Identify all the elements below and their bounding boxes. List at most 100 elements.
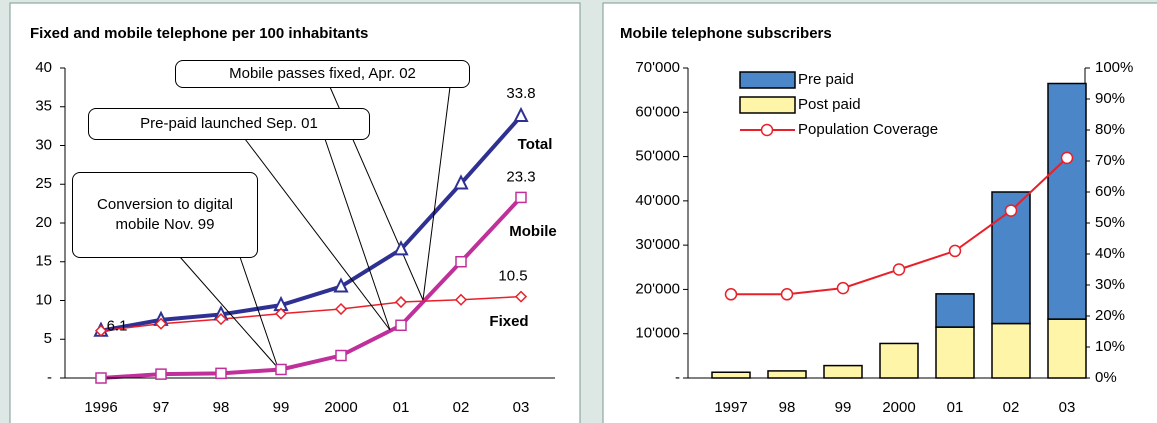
bar xyxy=(1047,318,1087,379)
x-tick-label: 03 xyxy=(1059,399,1076,416)
series-line xyxy=(100,196,523,380)
legend-label: Population Coverage xyxy=(798,121,938,138)
y2-tick-label: 40% xyxy=(1095,245,1125,262)
marker xyxy=(1060,151,1074,165)
y2-tick-label: 80% xyxy=(1095,121,1125,138)
y2-tick-label: 10% xyxy=(1095,338,1125,355)
x-tick-label: 02 xyxy=(1003,399,1020,416)
marker xyxy=(780,288,794,301)
y-tick-label: 5 xyxy=(44,330,52,347)
y2-tick-label: 30% xyxy=(1095,276,1125,293)
marker xyxy=(724,288,738,301)
pointer xyxy=(422,86,451,301)
y-tick-label: 60'000 xyxy=(635,103,680,120)
marker xyxy=(453,174,469,190)
y-tick-label: 30 xyxy=(35,136,52,153)
data-label: 33.8 xyxy=(506,85,535,102)
bar xyxy=(991,322,1031,379)
marker xyxy=(154,317,168,330)
x-tick-label: 99 xyxy=(835,399,852,416)
pointer xyxy=(324,138,391,331)
marker xyxy=(455,256,467,268)
y2-tick-label: 0% xyxy=(1095,369,1117,386)
y-tick-label: 20 xyxy=(35,214,52,231)
x-tick-label: 99 xyxy=(273,399,290,416)
pointer xyxy=(239,256,279,369)
callout-pointers xyxy=(179,86,451,369)
legend-label: Pre paid xyxy=(798,71,854,88)
y-tick-label: 30'000 xyxy=(635,236,680,253)
marker xyxy=(155,368,167,380)
bar xyxy=(1047,82,1087,320)
pointer xyxy=(244,138,391,331)
y-tick-label: - xyxy=(675,369,680,386)
marker xyxy=(95,372,107,384)
bar xyxy=(935,326,975,379)
x-tick-label: 2000 xyxy=(324,399,357,416)
y2-tick-label: 100% xyxy=(1095,59,1133,76)
marker xyxy=(94,324,108,337)
y-tick-label: 25 xyxy=(35,175,52,192)
x-tick-label: 02 xyxy=(453,399,470,416)
x-tick-label: 01 xyxy=(947,399,964,416)
x-tick-label: 97 xyxy=(153,399,170,416)
y-tick-label: 50'000 xyxy=(635,148,680,165)
y-tick-label: 10 xyxy=(35,291,52,308)
legend-label: Post paid xyxy=(798,96,861,113)
series-label: Fixed xyxy=(489,313,528,330)
y2-tick-label: 20% xyxy=(1095,307,1125,324)
marker xyxy=(892,263,906,276)
x-tick-label: 1996 xyxy=(84,399,117,416)
marker xyxy=(335,349,347,362)
y-tick-label: - xyxy=(47,369,52,386)
y-tick-label: 40'000 xyxy=(635,192,680,209)
marker xyxy=(395,319,407,332)
bar xyxy=(767,370,807,379)
x-tick-label: 98 xyxy=(779,399,796,416)
annotation: Conversion to digital mobile Nov. 99 xyxy=(72,172,258,258)
marker xyxy=(275,363,287,376)
marker xyxy=(836,281,850,295)
x-tick-label: 2000 xyxy=(882,399,915,416)
y-tick-label: 15 xyxy=(35,253,52,270)
series-line xyxy=(100,295,522,332)
marker xyxy=(454,293,468,306)
marker xyxy=(513,106,529,123)
chart-title: Mobile telephone subscribers xyxy=(620,25,832,42)
y-tick-label: 20'000 xyxy=(635,280,680,297)
y2-tick-label: 70% xyxy=(1095,152,1125,169)
chart-title: Fixed and mobile telephone per 100 inhab… xyxy=(30,25,368,42)
marker xyxy=(393,240,409,256)
marker xyxy=(334,302,348,316)
marker xyxy=(515,191,527,204)
legend-swatch xyxy=(739,71,796,89)
bar xyxy=(879,342,919,379)
bar xyxy=(823,364,863,379)
marker xyxy=(514,290,528,303)
legend-marker xyxy=(760,123,774,137)
y-tick-label: 35 xyxy=(35,98,52,115)
pointer xyxy=(179,256,279,369)
x-tick-label: 01 xyxy=(393,399,410,416)
marker xyxy=(274,307,288,320)
y-tick-label: 40 xyxy=(35,59,52,76)
series-label: Mobile xyxy=(509,223,557,240)
bar xyxy=(711,371,751,379)
y2-tick-label: 60% xyxy=(1095,183,1125,200)
marker xyxy=(333,277,349,293)
y-tick-label: 70'000 xyxy=(635,59,680,76)
marker xyxy=(214,313,228,326)
legend-swatch xyxy=(739,96,796,114)
marker xyxy=(215,367,227,380)
bar xyxy=(935,293,975,328)
data-label: 23.3 xyxy=(506,168,535,185)
data-label: 10.5 xyxy=(498,268,527,285)
data-label: 6.1 xyxy=(107,318,128,335)
marker xyxy=(394,295,408,309)
series-label: Total xyxy=(518,136,553,153)
x-tick-label: 98 xyxy=(213,399,230,416)
series-line xyxy=(100,114,523,333)
annotation: Mobile passes fixed, Apr. 02 xyxy=(175,60,470,88)
x-tick-label: 1997 xyxy=(714,399,747,416)
